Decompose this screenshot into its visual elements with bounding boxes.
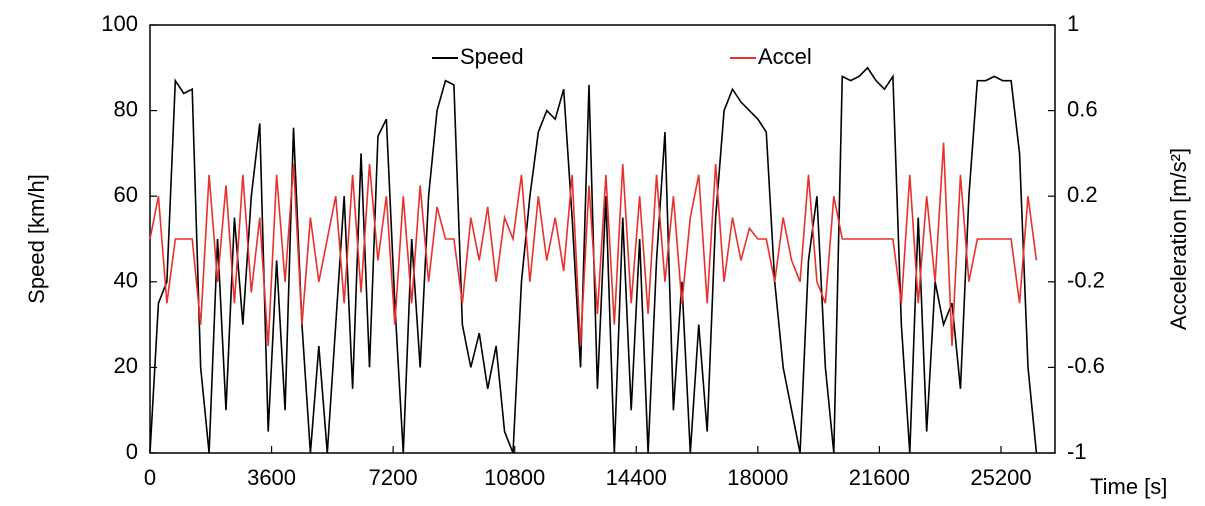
x-tick-label: 14400 <box>606 465 667 490</box>
series-line <box>149 142 1038 347</box>
y2-tick-label: -0.6 <box>1067 353 1105 378</box>
y-tick-label: 40 <box>114 268 138 293</box>
x-tick-label: 0 <box>144 465 156 490</box>
y-tick-label: 100 <box>101 11 138 36</box>
y2-tick-label: -1 <box>1067 439 1087 464</box>
x-tick-label: 25200 <box>970 465 1031 490</box>
x-tick-label: 3600 <box>247 465 296 490</box>
x-tick-label: 18000 <box>727 465 788 490</box>
y2-tick-label: 0.2 <box>1067 182 1098 207</box>
y2-axis-label: Acceleration [m/s²] <box>1166 148 1191 330</box>
x-tick-label: 10800 <box>484 465 545 490</box>
y-tick-label: 60 <box>114 182 138 207</box>
series-line <box>149 66 1038 454</box>
y2-tick-label: -0.2 <box>1067 268 1105 293</box>
x-tick-label: 7200 <box>369 465 418 490</box>
x-axis-label: Time [s] <box>1090 474 1167 499</box>
y2-tick-label: 1 <box>1067 11 1079 36</box>
y-axis-label: Speed [km/h] <box>24 174 49 304</box>
y-tick-label: 0 <box>126 439 138 464</box>
legend-label: Speed <box>460 44 524 69</box>
y2-tick-label: 0.6 <box>1067 96 1098 121</box>
y-tick-label: 80 <box>114 96 138 121</box>
x-tick-label: 21600 <box>849 465 910 490</box>
y-tick-label: 20 <box>114 353 138 378</box>
legend-label: Accel <box>758 44 812 69</box>
